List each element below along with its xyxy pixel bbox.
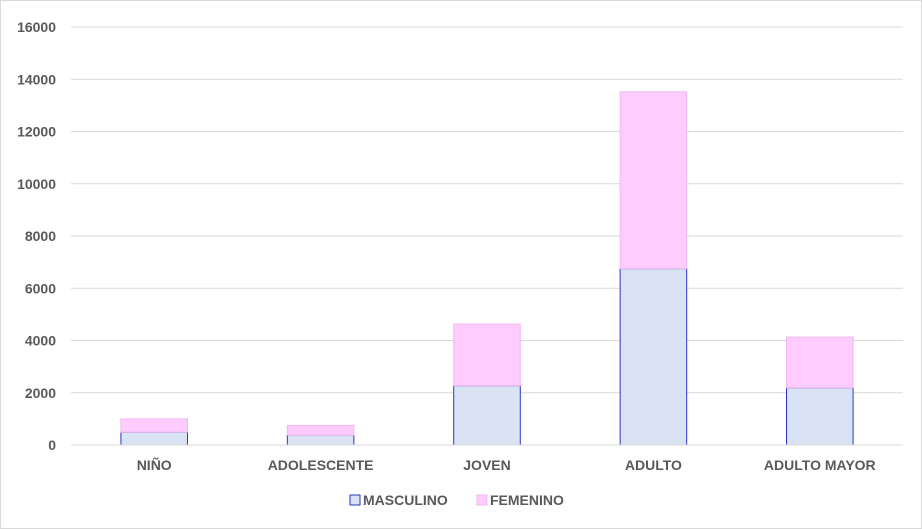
y-tick-label: 6000 xyxy=(25,280,56,296)
y-tick-label: 12000 xyxy=(17,124,56,140)
bar-femenino xyxy=(120,418,188,433)
y-tick-label: 10000 xyxy=(17,176,56,192)
bar-masculino xyxy=(619,268,688,446)
legend-swatch-femenino xyxy=(476,494,488,506)
x-tick-label: ADULTO xyxy=(625,457,682,473)
x-tick-label: ADOLESCENTE xyxy=(268,457,374,473)
bar-femenino xyxy=(453,323,521,387)
axes: 0 2000 4000 6000 8000 10000 12000 14000 16000 NIÑ… xyxy=(17,19,903,473)
y-tick-label: 4000 xyxy=(25,333,56,349)
y-tick-label: 16000 xyxy=(17,19,56,35)
legend-label-masculino: MASCULINO xyxy=(363,492,448,508)
bar-masculino xyxy=(286,434,355,446)
y-tick-label: 0 xyxy=(48,437,56,453)
gridlines xyxy=(71,26,903,394)
bar-masculino xyxy=(120,431,188,446)
x-tick-label: JOVEN xyxy=(463,457,510,473)
bar-femenino xyxy=(286,424,355,436)
legend: MASCULINO FEMENINO xyxy=(349,492,564,508)
bar-masculino xyxy=(786,387,854,446)
x-tick-label: NIÑO xyxy=(137,456,172,473)
y-tick-label: 2000 xyxy=(25,385,56,401)
x-tick-label: ADULTO MAYOR xyxy=(764,457,876,473)
bar-femenino xyxy=(786,336,854,389)
bar-masculino xyxy=(453,385,521,446)
legend-label-femenino: FEMENINO xyxy=(490,492,564,508)
legend-swatch-masculino xyxy=(349,494,361,506)
y-tick-label: 8000 xyxy=(25,228,56,244)
bar-femenino xyxy=(619,91,688,270)
y-tick-label: 14000 xyxy=(17,71,56,87)
bars xyxy=(120,91,854,446)
